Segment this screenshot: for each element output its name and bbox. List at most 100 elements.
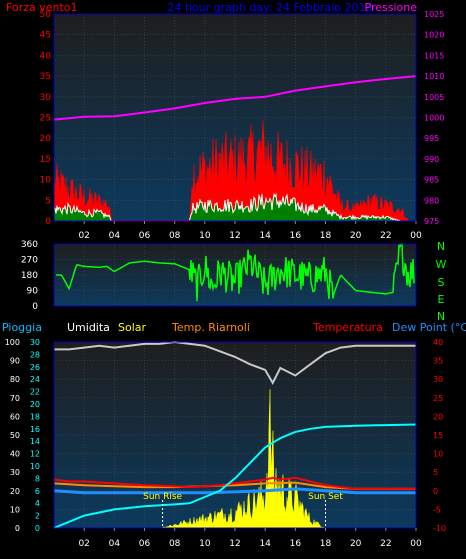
humidity-y-tick-label: 90 — [10, 357, 20, 366]
humidity-label: Umidita — [67, 321, 110, 334]
rain-y-tick-label: 10 — [30, 462, 40, 471]
pressure-y-tick-label: 1020 — [424, 31, 444, 40]
temp-panel-x-tick-label: 20 — [350, 539, 362, 549]
wind-panel-x-tick-label: 18 — [320, 231, 332, 241]
sunrise-label: Sun Rise — [143, 492, 182, 502]
humidity-y-tick-label: 30 — [10, 468, 20, 477]
wind-panel-x-tick-label: 08 — [169, 231, 181, 241]
temp-y-tick-label: -5 — [433, 505, 441, 514]
wind-panel-x-tick-label: 16 — [290, 231, 302, 241]
temp-y-tick-label: 5 — [433, 468, 438, 477]
humidity-y-tick-label: 50 — [10, 431, 20, 440]
humidity-series — [54, 340, 416, 385]
wind-average-series — [54, 193, 416, 221]
riarnoli-label: Temp. Riarnoli — [171, 321, 250, 334]
compass-n-bottom: N — [437, 310, 445, 323]
temp-y-tick-label: 10 — [433, 450, 443, 459]
temp-panel-x-tick-label: 04 — [109, 539, 121, 549]
wind-y-tick-label: 0 — [45, 217, 51, 227]
temp-y-tick-label: -10 — [433, 524, 446, 533]
temp-panel-x-tick-label: 16 — [290, 539, 302, 549]
rain-y-tick-label: 20 — [30, 400, 40, 409]
rain-y-tick-label: 28 — [30, 350, 40, 359]
temp-y-tick-label: 25 — [433, 394, 443, 403]
compass-n-top: N — [437, 240, 445, 253]
temp-panel-x-tick-label: 10 — [199, 539, 211, 549]
wind-panel-x-tick-label: 14 — [259, 231, 271, 241]
humidity-y-tick-label: 60 — [10, 412, 20, 421]
wind-panel-x-tick-label: 22 — [380, 231, 391, 241]
rain-y-tick-label: 14 — [30, 437, 40, 446]
rain-y-tick-label: 4 — [35, 499, 40, 508]
rain-y-tick-label: 16 — [30, 425, 40, 434]
direction-panel-frame — [53, 243, 417, 307]
rain-y-tick-label: 26 — [30, 363, 40, 372]
solar-label: Solar — [118, 321, 147, 334]
temp-panel-x-tick-label: 00 — [410, 539, 422, 549]
plot-layer: 0510152025303540455097598098599099510001… — [5, 10, 446, 549]
wind-y-tick-label: 10 — [40, 176, 52, 186]
dew-point-series — [53, 487, 416, 495]
wind-speed-label: Forza vento1 — [6, 1, 78, 14]
humidity-y-tick-label: 70 — [10, 394, 20, 403]
temp-panel-x-tick-label: 06 — [139, 539, 151, 549]
wind-y-tick-label: 15 — [40, 155, 51, 165]
rain-label: Pioggia — [2, 321, 42, 334]
temp-panel-x-tick-label: 08 — [169, 539, 181, 549]
pressure-y-tick-label: 995 — [424, 134, 439, 143]
temp-panel-x-tick-label: 12 — [229, 539, 240, 549]
pressure-y-tick-label: 1010 — [424, 72, 444, 81]
wind-y-tick-label: 5 — [45, 196, 51, 206]
humidity-y-tick-label: 100 — [5, 338, 20, 347]
temp-y-tick-label: 20 — [433, 412, 443, 421]
wind-panel-x-tick-label: 02 — [78, 231, 89, 241]
pressure-y-tick-label: 985 — [424, 176, 439, 185]
rain-y-tick-label: 18 — [30, 412, 40, 421]
humidity-y-tick-label: 0 — [15, 524, 20, 533]
direction-y-tick-label: 360 — [21, 240, 38, 250]
chart-title: 24 hour graph day: 24 Febbraio 2013 — [167, 1, 372, 14]
pressure-y-tick-label: 975 — [424, 217, 439, 226]
temperature-series — [53, 476, 416, 490]
wind-panel-x-tick-label: 04 — [109, 231, 121, 241]
sunset-label: Sun Set — [308, 492, 343, 502]
humidity-y-tick-label: 10 — [10, 505, 20, 514]
wind-y-tick-label: 25 — [40, 114, 51, 124]
humidity-y-tick-label: 40 — [10, 450, 20, 459]
pressure-y-tick-label: 1000 — [424, 114, 444, 123]
temp-y-tick-label: 0 — [433, 487, 438, 496]
humidity-y-tick-label: 80 — [10, 375, 20, 384]
wind-y-tick-label: 20 — [40, 134, 52, 144]
wind-direction-series — [56, 243, 415, 302]
wind-panel-x-tick-label: 20 — [350, 231, 362, 241]
rain-series — [53, 423, 417, 529]
pressure-y-tick-label: 990 — [424, 155, 439, 164]
humidity-y-tick-label: 20 — [10, 487, 20, 496]
pressure-y-tick-label: 1005 — [424, 93, 444, 102]
compass-e: E — [438, 293, 445, 306]
compass-w: W — [436, 258, 447, 271]
wind-panel-x-tick-label: 06 — [139, 231, 151, 241]
pressure-y-tick-label: 1015 — [424, 51, 444, 60]
rain-y-tick-label: 6 — [35, 487, 40, 496]
temp-y-tick-label: 15 — [433, 431, 443, 440]
direction-y-tick-label: 270 — [21, 256, 38, 266]
pressure-series — [53, 75, 417, 121]
temp-y-tick-label: 30 — [433, 375, 443, 384]
wind-y-tick-label: 50 — [40, 10, 52, 20]
temp-panel-x-tick-label: 02 — [78, 539, 89, 549]
rain-y-tick-label: 24 — [30, 375, 40, 384]
wind-panel-x-tick-label: 00 — [410, 231, 422, 241]
wind-y-tick-label: 30 — [40, 93, 52, 103]
dew-point-label: Dew Point (°C) — [392, 321, 466, 334]
pressure-y-tick-label: 980 — [424, 196, 439, 205]
temp-y-tick-label: 40 — [433, 338, 443, 347]
rain-y-tick-label: 12 — [30, 450, 40, 459]
rain-y-tick-label: 2 — [35, 512, 40, 521]
direction-y-tick-label: 180 — [21, 271, 38, 281]
pressure-y-tick-label: 1025 — [424, 10, 444, 19]
temperature-label: Temperatura — [312, 321, 383, 334]
rain-y-tick-label: 30 — [30, 338, 40, 347]
